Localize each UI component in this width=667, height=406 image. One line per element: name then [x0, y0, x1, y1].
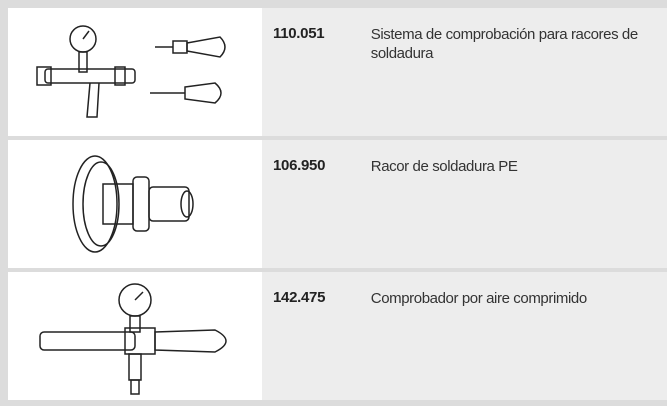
table-row: 142.475 Comprobador por aire comprimido [8, 272, 667, 400]
product-image [8, 140, 262, 268]
product-table: 110.051 Sistema de comprobación para rac… [8, 8, 667, 406]
product-info: 110.051 Sistema de comprobación para rac… [262, 8, 667, 136]
fitting-drawing [72, 155, 194, 253]
tester-drawing [39, 283, 227, 395]
product-info: 142.475 Comprobador por aire comprimido [262, 272, 667, 400]
product-image [8, 272, 262, 400]
product-description: Comprobador por aire comprimido [370, 290, 587, 307]
product-image [8, 8, 262, 136]
product-description: Sistema de comprobación para racores de … [370, 26, 638, 62]
test-system-drawing [36, 25, 226, 118]
product-code: 106.950 [273, 157, 326, 174]
product-code: 142.475 [273, 289, 326, 306]
product-description: Racor de soldadura PE [370, 158, 518, 175]
table-row: 110.051 Sistema de comprobación para rac… [8, 8, 667, 136]
product-code: 110.051 [273, 25, 325, 42]
table-row: 106.950 Racor de soldadura PE [8, 140, 667, 268]
product-info: 106.950 Racor de soldadura PE [262, 140, 667, 268]
